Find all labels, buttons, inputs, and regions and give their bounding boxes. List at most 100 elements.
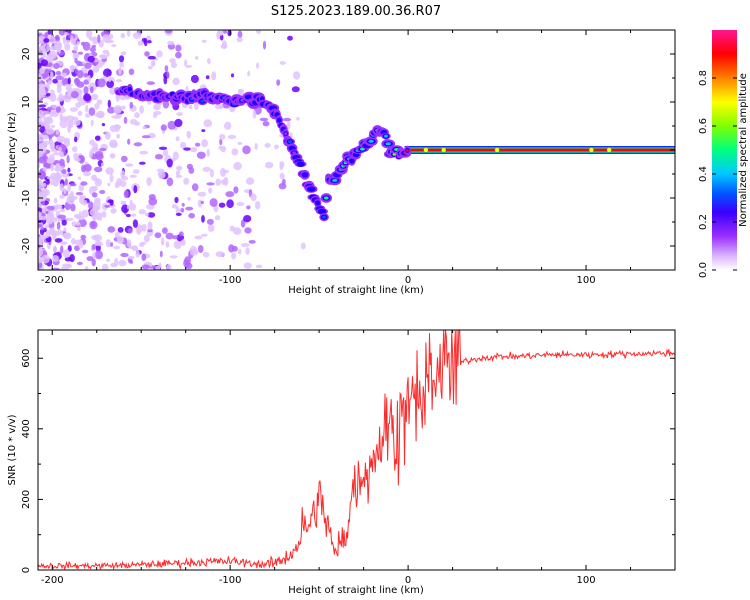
- noise-blob: [107, 69, 112, 77]
- noise-blob: [129, 101, 134, 109]
- noise-blob: [106, 80, 114, 89]
- noise-blob: [166, 264, 172, 270]
- noise-blob: [38, 149, 44, 158]
- noise-blob: [102, 49, 109, 54]
- noise-blob: [41, 134, 49, 140]
- noise-blob: [162, 149, 169, 157]
- noise-blob: [74, 77, 80, 86]
- noise-blob: [206, 218, 214, 225]
- noise-blob: [172, 77, 180, 85]
- ridge-peak: [324, 196, 329, 200]
- ridge-peak: [332, 178, 338, 182]
- x-tick-label: -100: [219, 275, 242, 286]
- ridge-dot: [494, 147, 500, 153]
- noise-blob: [202, 251, 210, 258]
- noise-blob: [69, 64, 75, 73]
- noise-blob: [52, 178, 60, 187]
- noise-blob: [256, 30, 261, 34]
- noise-blob: [156, 168, 165, 172]
- noise-blob: [174, 196, 179, 204]
- noise-blob: [245, 177, 255, 185]
- noise-blob: [59, 208, 66, 213]
- noise-blob: [154, 154, 164, 160]
- noise-blob: [69, 107, 78, 112]
- noise-blob: [194, 102, 199, 111]
- spectrogram-ylabel: Frequency (Hz): [7, 112, 18, 188]
- noise-blob: [38, 109, 44, 118]
- noise-blob: [163, 75, 168, 85]
- noise-blob: [58, 93, 64, 100]
- noise-blob: [120, 105, 126, 110]
- noise-blob: [69, 183, 77, 187]
- noise-blob: [120, 51, 127, 56]
- noise-blob: [147, 40, 152, 44]
- noise-blob: [67, 91, 72, 96]
- noise-blob: [64, 83, 74, 87]
- noise-blob: [190, 147, 198, 153]
- noise-blob: [46, 106, 52, 112]
- noise-blob: [139, 150, 149, 155]
- noise-blob: [38, 215, 44, 221]
- noise-blob: [65, 86, 73, 91]
- noise-blob: [95, 241, 104, 247]
- y-tick-label: 20: [21, 48, 32, 61]
- noise-blob: [63, 227, 67, 232]
- noise-blob: [58, 146, 62, 152]
- noise-blob: [65, 217, 74, 221]
- noise-blob: [231, 148, 239, 156]
- noise-blob: [162, 100, 170, 109]
- noise-blob: [262, 121, 270, 127]
- noise-blob: [101, 211, 107, 218]
- noise-blob: [138, 209, 146, 215]
- noise-blob: [67, 183, 71, 192]
- noise-blob: [42, 167, 47, 172]
- noise-blob: [169, 255, 178, 259]
- noise-blob: [76, 221, 81, 227]
- noise-blob: [62, 172, 69, 178]
- noise-blob: [52, 63, 60, 69]
- noise-blob: [59, 119, 69, 129]
- noise-blob: [76, 215, 85, 221]
- noise-blob: [166, 71, 170, 79]
- noise-blob: [75, 192, 84, 196]
- noise-blob: [230, 73, 235, 78]
- noise-blob: [144, 212, 149, 217]
- snr-panel: -200 -100 0 100 0 200 400 600 Height of straigh…: [7, 329, 676, 596]
- noise-blob: [132, 32, 142, 39]
- noise-blob: [255, 264, 263, 269]
- noise-blob: [296, 116, 300, 121]
- noise-blob: [88, 107, 96, 116]
- noise-blob: [60, 116, 68, 121]
- ridge-body: [276, 117, 282, 123]
- noise-blob: [109, 87, 116, 95]
- noise-blob: [89, 139, 96, 146]
- noise-blob: [44, 224, 50, 229]
- noise-blob: [87, 74, 91, 83]
- colorbar-tick-label: 0.0: [698, 262, 709, 278]
- noise-blob: [176, 165, 183, 171]
- ridge-peak: [385, 142, 391, 146]
- noise-blob: [94, 135, 101, 141]
- noise-blob: [113, 124, 122, 130]
- noise-blob: [50, 71, 54, 80]
- noise-blob: [92, 251, 96, 260]
- noise-blob: [59, 158, 65, 167]
- noise-blob: [38, 45, 44, 52]
- noise-blob: [38, 37, 43, 44]
- noise-blob: [48, 154, 55, 163]
- noise-blob: [111, 115, 120, 119]
- noise-blob: [143, 38, 148, 47]
- noise-blob: [107, 226, 116, 233]
- noise-blob: [237, 88, 244, 93]
- noise-blob: [47, 80, 52, 85]
- noise-blob: [153, 111, 162, 115]
- noise-blob: [52, 217, 58, 223]
- noise-blob: [227, 134, 237, 140]
- noise-blob: [105, 239, 112, 248]
- noise-blob: [107, 106, 116, 114]
- noise-blob: [242, 145, 251, 155]
- noise-blob: [291, 86, 300, 93]
- noise-blob: [71, 146, 78, 153]
- noise-blob: [221, 40, 227, 50]
- noise-blob: [43, 38, 50, 43]
